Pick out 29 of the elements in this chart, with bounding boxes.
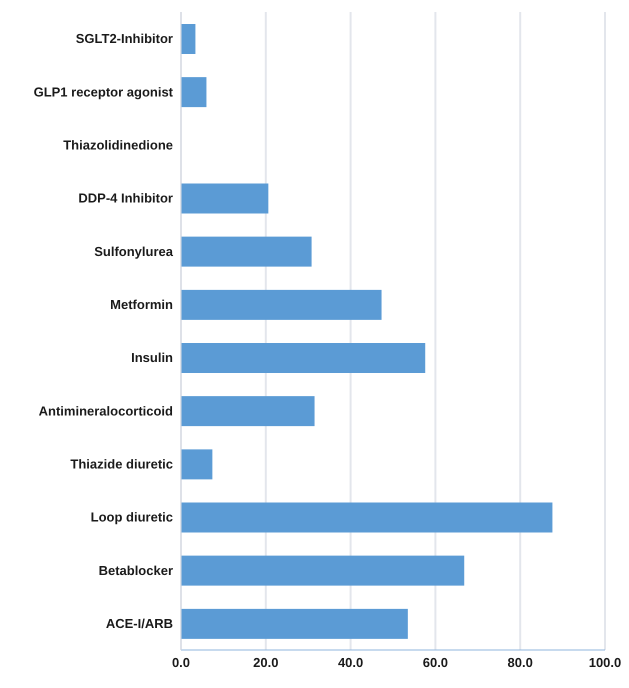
bar: [181, 449, 212, 480]
y-tick-label: DDP-4 Inhibitor: [78, 190, 173, 206]
x-tick-label: 0.0: [172, 655, 190, 670]
bar: [181, 236, 312, 267]
y-tick-label: Antimineralocorticoid: [38, 403, 174, 418]
x-tick-label: 60.0: [422, 655, 448, 670]
bar: [181, 343, 426, 373]
y-tick-label: Betablocker: [98, 562, 173, 578]
y-tick-label: Metformin: [110, 297, 174, 312]
y-tick-label: Insulin: [131, 350, 174, 366]
y-tick-label: Thiazide diuretic: [70, 456, 173, 472]
bar: [181, 608, 408, 639]
y-tick-label: ACE-I/ARB: [106, 616, 173, 632]
bar: [181, 502, 552, 532]
y-tick-label: Thiazolidinedione: [63, 138, 173, 153]
bar: [181, 77, 206, 108]
x-tick-label: 100.0: [588, 655, 622, 670]
bar: [181, 184, 268, 214]
x-tick-label: 40.0: [338, 655, 364, 670]
x-tick-label: 80.0: [508, 655, 533, 670]
y-tick-label: Loop diuretic: [90, 510, 173, 525]
bar: [181, 556, 464, 586]
bar: [181, 24, 196, 54]
y-tick-label: GLP1 receptor agonist: [34, 84, 174, 100]
y-tick-label: Sulfonylurea: [94, 244, 174, 259]
x-tick-label: 20.0: [253, 655, 278, 670]
bar: [181, 396, 315, 426]
y-tick-label: SGLT2-Inhibitor: [76, 31, 173, 46]
bar: [181, 290, 382, 320]
